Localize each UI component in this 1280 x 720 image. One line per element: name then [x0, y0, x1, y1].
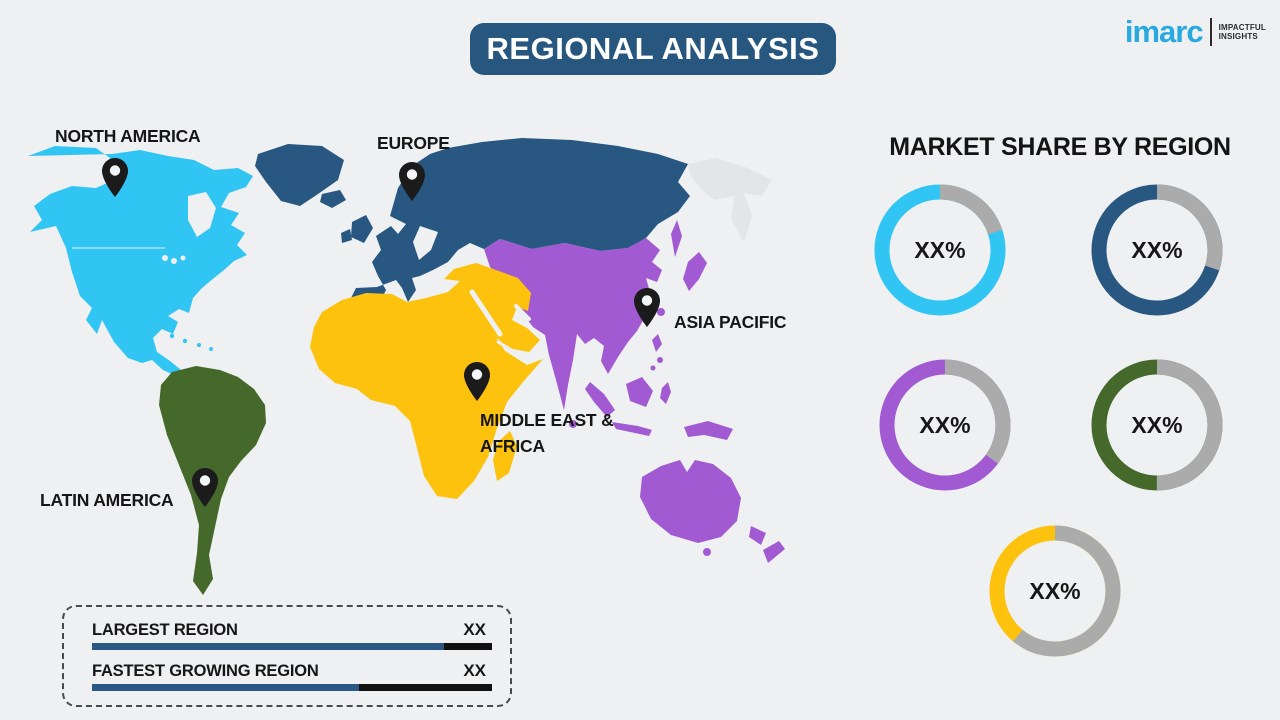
map-label-latin-america: LATIN AMERICA — [40, 490, 174, 510]
region-asia-pacific — [484, 220, 785, 563]
legend-row-largest-region: LARGEST REGION XX — [92, 620, 492, 650]
legend-value: XX — [463, 661, 486, 680]
map-pin-middle-east-africa — [464, 362, 490, 401]
donut-value: XX% — [919, 411, 971, 438]
logo-divider — [1209, 17, 1212, 46]
region-fareast-gray — [688, 158, 772, 242]
region-middle-east-africa — [310, 263, 543, 499]
legend-bar-fill — [92, 643, 444, 650]
legend-bar — [92, 684, 492, 691]
donut-chart-middle-east-africa: XX% — [988, 524, 1122, 658]
page-title: REGIONAL ANALYSIS — [486, 31, 820, 66]
donut-chart-latin-america: XX% — [1090, 358, 1224, 492]
donut-value: XX% — [1029, 577, 1081, 604]
map-label-middle-east-africa: MIDDLE EAST & AFRICA — [480, 410, 614, 456]
imarc-logo: imarc IMPACTFUL INSIGHTS — [1125, 16, 1266, 47]
donut-value: XX% — [914, 236, 966, 263]
map-label-europe: EUROPE — [377, 133, 450, 153]
legend-value: XX — [463, 620, 486, 639]
legend-bar-fill — [92, 684, 359, 691]
donut-value: XX% — [1131, 411, 1183, 438]
donut-chart-europe: XX% — [1090, 183, 1224, 317]
market-share-heading: MARKET SHARE BY REGION — [889, 133, 1231, 161]
donut-chart-north-america: XX% — [873, 183, 1007, 317]
legend-row-fastest-growing-region: FASTEST GROWING REGION XX — [92, 661, 492, 691]
map-pin-latin-america — [192, 468, 218, 507]
logo-tagline: IMPACTFUL INSIGHTS — [1218, 22, 1266, 41]
world-map — [28, 138, 785, 595]
donut-chart-asia-pacific: XX% — [878, 358, 1012, 492]
imarc-logo-wordmark: imarc — [1124, 14, 1204, 49]
map-legend: LARGEST REGION XX FASTEST GROWING REGION… — [62, 605, 512, 707]
legend-label: FASTEST GROWING REGION — [92, 662, 319, 680]
legend-label: LARGEST REGION — [92, 621, 238, 639]
map-pin-europe — [399, 162, 425, 201]
map-label-asia-pacific: ASIA PACIFIC — [674, 312, 787, 332]
donut-value: XX% — [1131, 236, 1183, 263]
region-north-america — [28, 146, 253, 375]
page-title-banner: REGIONAL ANALYSIS — [470, 23, 836, 75]
legend-bar — [92, 643, 492, 650]
map-pin-asia-pacific — [634, 288, 660, 327]
map-label-north-america: NORTH AMERICA — [55, 126, 201, 146]
map-pin-north-america — [102, 158, 128, 197]
